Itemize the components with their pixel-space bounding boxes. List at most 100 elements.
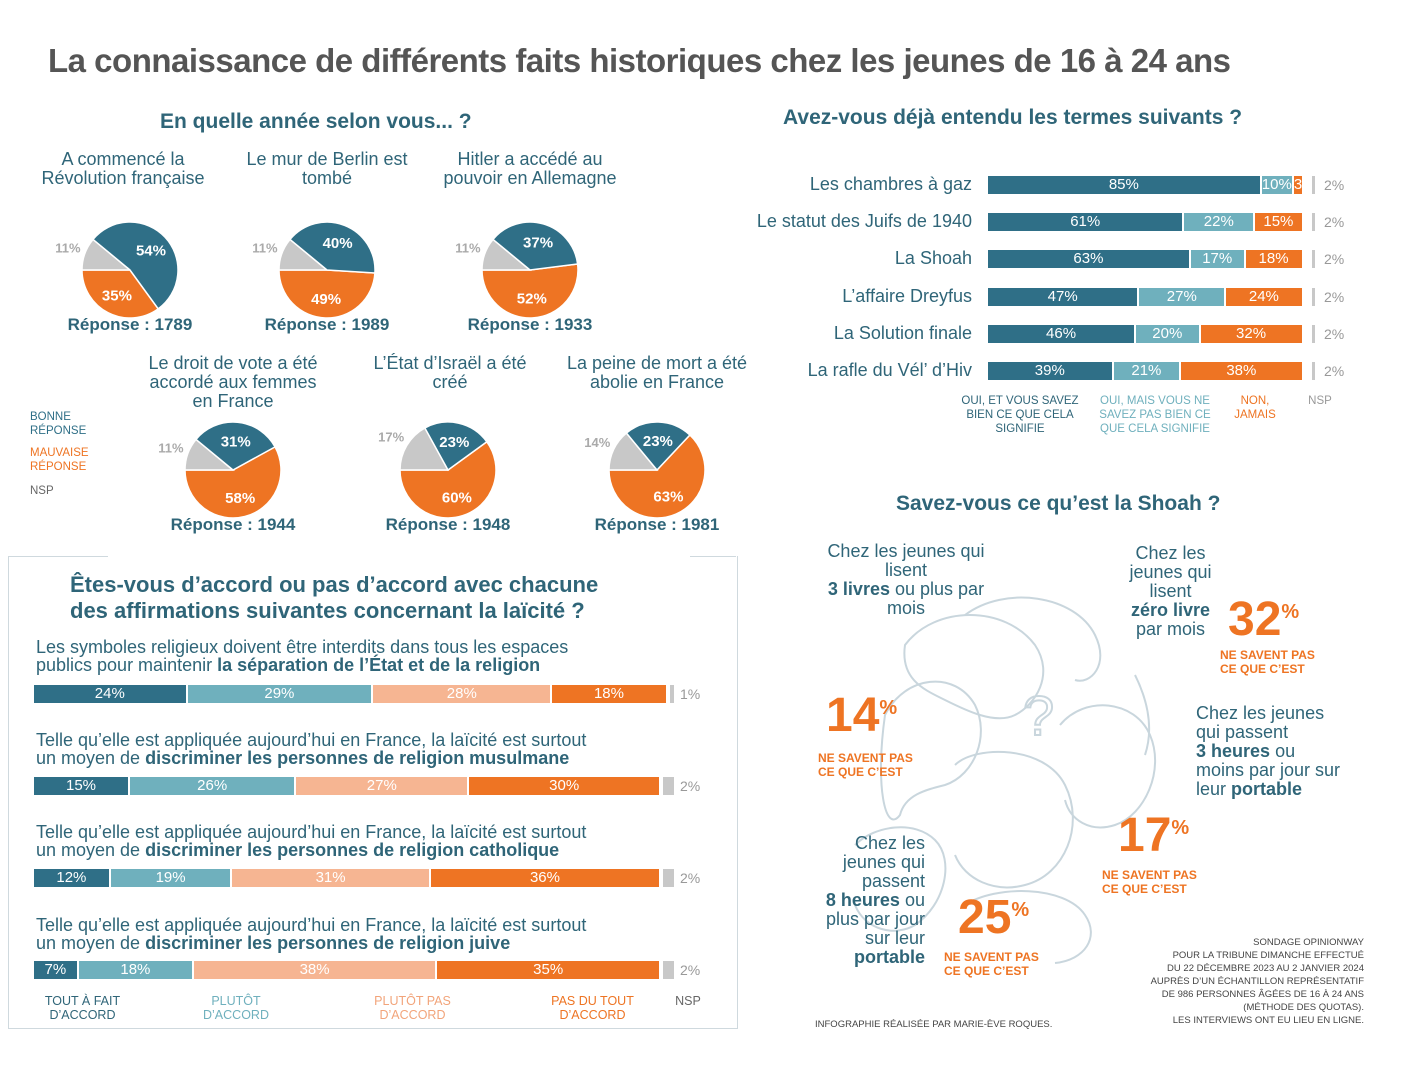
pie-answer: Réponse : 1933 bbox=[467, 315, 593, 334]
pie-question: A commencé la Révolution française bbox=[41, 149, 205, 188]
statement-1-plain: publics pour maintenir bbox=[36, 655, 218, 675]
statement-2-plain: un moyen de bbox=[36, 748, 146, 768]
survey-source-line: AUPRÈS D’UN ÉCHANTILLON REPRÉSENTATIF bbox=[1150, 976, 1364, 987]
shoah-group-1-pre: Chez les jeunes qui lisent bbox=[827, 541, 985, 580]
pie-slice-good bbox=[423, 421, 488, 472]
hear-bar-nsp bbox=[1312, 362, 1315, 380]
shoah-group-4-number: 25 bbox=[958, 891, 1012, 944]
hear-bar-segment: 63% bbox=[988, 250, 1189, 269]
hear-bar-segment: 38% bbox=[1181, 362, 1302, 380]
laicite-bar-nsp bbox=[669, 685, 674, 703]
hear-nsp-value: 2% bbox=[1324, 288, 1345, 305]
laicite-nsp-value: 2% bbox=[680, 778, 701, 794]
statement-3: Telle qu’elle est appliquée aujourd’hui … bbox=[36, 823, 586, 859]
hear-term-label: La Solution finale bbox=[833, 322, 972, 343]
laicite-bar-nsp bbox=[663, 961, 674, 979]
laicite-bar-segment: 27% bbox=[296, 777, 468, 795]
pie-chart: 52% 11% 37% bbox=[455, 221, 579, 319]
shoah-group-2-number: 32 bbox=[1228, 593, 1282, 646]
laicite-bar-segment: 38% bbox=[194, 961, 436, 979]
legend-good: BONNE RÉPONSE bbox=[30, 411, 87, 437]
statement-2-bold: discriminer les personnes de religion mu… bbox=[145, 748, 570, 768]
pie-answer: Réponse : 1944 bbox=[170, 515, 296, 534]
pie-slice-nsp-label: 11% bbox=[252, 241, 278, 256]
laicite-legend-2: PLUTÔT D’ACCORD bbox=[203, 994, 269, 1022]
hear-bar-segment: 61% bbox=[988, 213, 1183, 232]
laicite-title-line2: des affirmations suivantes concernant la… bbox=[70, 598, 585, 623]
pie-slice-bad-label: 35% bbox=[102, 288, 132, 305]
hear-nsp-value: 2% bbox=[1324, 214, 1345, 231]
shoah-group-3-nsv: NE SAVENT PAS CE QUE C’EST bbox=[1102, 868, 1197, 896]
pie-slice-good bbox=[625, 421, 691, 472]
survey-source-line: (MÉTHODE DES QUOTAS). bbox=[1243, 1002, 1364, 1013]
statement-3-plain: un moyen de bbox=[36, 840, 146, 860]
hear-bar-segment: 18% bbox=[1245, 250, 1302, 269]
shoah-group-1-bold: 3 livres bbox=[827, 579, 890, 599]
pie-slice-bad bbox=[399, 440, 497, 519]
pie-question: La peine de mort a été abolie en France bbox=[566, 353, 748, 392]
laicite-bar-segment: 24% bbox=[34, 685, 186, 703]
pie-slice-good-label: 23% bbox=[643, 433, 673, 450]
hear-col-label-1: OUI, ET VOUS SAVEZ BIEN CE QUE CELA SIGN… bbox=[961, 395, 1079, 435]
hear-bar-nsp bbox=[1312, 176, 1315, 194]
pie-answer: Réponse : 1989 bbox=[264, 315, 390, 334]
pie-slice-good bbox=[194, 421, 277, 471]
hear-nsp-value: 2% bbox=[1324, 251, 1345, 268]
legend-bad: MAUVAISE RÉPONSE bbox=[30, 447, 89, 473]
shoah-group-1-number: 14 bbox=[826, 689, 880, 742]
survey-source-line: POUR LA TRIBUNE DIMANCHE EFFECTUÉ bbox=[1172, 950, 1364, 961]
hear-bar-segment: 20% bbox=[1136, 324, 1199, 343]
laicite-bar-nsp bbox=[663, 777, 674, 795]
shoah-group-1-value: 14% bbox=[826, 689, 898, 742]
hear-col-label-3: NON, JAMAIS bbox=[1234, 395, 1276, 421]
pie-slice-good bbox=[491, 221, 579, 271]
statement-1-line1: Les symboles religieux doivent être inte… bbox=[36, 637, 569, 657]
pie-question: L’État d’Israël a été créé bbox=[373, 353, 527, 392]
laicite-frame-top-right bbox=[690, 556, 736, 557]
laicite-bar-segment: 26% bbox=[130, 777, 295, 795]
laicite-bar-segment: 35% bbox=[437, 961, 660, 979]
survey-source-line: DU 22 DÉCEMBRE 2023 AU 2 JANVIER 2024 bbox=[1167, 963, 1364, 974]
shoah-group-4-text: Chez les jeunes qui passent 8 heures ou … bbox=[800, 834, 925, 967]
pie-slice-nsp bbox=[399, 426, 450, 471]
laicite-bar-segment: 30% bbox=[469, 777, 660, 795]
shoah-group-2-nsv: NE SAVENT PAS CE QUE C’EST bbox=[1220, 648, 1315, 676]
shoah-group-2-value: 32% bbox=[1228, 593, 1300, 646]
hear-nsp-value: 2% bbox=[1324, 325, 1345, 342]
pie-answer: Réponse : 1789 bbox=[67, 315, 193, 334]
pie-slice-good bbox=[91, 221, 179, 310]
hear-bar-segment: 32% bbox=[1200, 324, 1302, 343]
shoah-group-1-text: Chez les jeunes qui lisent 3 livres ou p… bbox=[826, 542, 986, 618]
statement-2: Telle qu’elle est appliquée aujourd’hui … bbox=[36, 731, 586, 767]
pie-slice-good-label: 54% bbox=[136, 242, 166, 259]
pie-slice-good-label: 40% bbox=[323, 235, 353, 252]
shoah-group-4-bold: 8 heures bbox=[825, 890, 900, 910]
laicite-bar-segment: 29% bbox=[187, 685, 372, 703]
laicite-bar-segment: 12% bbox=[34, 869, 109, 887]
statement-3-bold: discriminer les personnes de religion ca… bbox=[145, 840, 560, 860]
pie-answer: Réponse : 1948 bbox=[385, 515, 511, 534]
pie-slice-bad-label: 60% bbox=[442, 489, 472, 506]
shoah-section-title: Savez-vous ce qu’est la Shoah ? bbox=[896, 492, 1221, 515]
hear-bar-segment: 17% bbox=[1190, 250, 1244, 269]
hear-bar-nsp bbox=[1312, 213, 1315, 232]
hear-col-label-2: OUI, MAIS VOUS NE SAVEZ PAS BIEN CE QUE … bbox=[1099, 395, 1211, 435]
pie-slice-good-label: 37% bbox=[523, 234, 553, 251]
laicite-frame bbox=[8, 556, 738, 1029]
pie-chart: 49% 11% 40% bbox=[252, 221, 376, 319]
hear-bar-segment: 21% bbox=[1113, 362, 1180, 380]
laicite-legend-4: PAS DU TOUT D’ACCORD bbox=[551, 994, 634, 1022]
shoah-group-4-post: ou plus par jour sur leur bbox=[825, 890, 925, 948]
question-mark: ? bbox=[1023, 684, 1054, 747]
shoah-group-1-nsv: NE SAVENT PAS CE QUE C’EST bbox=[818, 751, 913, 779]
hear-term-label: L’affaire Dreyfus bbox=[842, 285, 972, 306]
hear-term-label: Le statut des Juifs de 1940 bbox=[756, 211, 972, 232]
pie-question: Le droit de vote a été accordé aux femme… bbox=[148, 353, 318, 411]
survey-source-line: DE 986 PERSONNES ÂGÉES DE 16 À 24 ANS bbox=[1161, 989, 1364, 1000]
shoah-group-4-nsv: NE SAVENT PAS CE QUE C’EST bbox=[944, 950, 1039, 978]
survey-source-line: LES INTERVIEWS ONT EU LIEU EN LIGNE. bbox=[1172, 1015, 1364, 1026]
pie-chart: 58% 11% 31% bbox=[158, 421, 282, 519]
hear-bar-segment: 47% bbox=[988, 287, 1138, 306]
shoah-group-4-value: 25% bbox=[958, 891, 1030, 944]
pie-chart: 63% 14% 23% bbox=[584, 421, 706, 519]
